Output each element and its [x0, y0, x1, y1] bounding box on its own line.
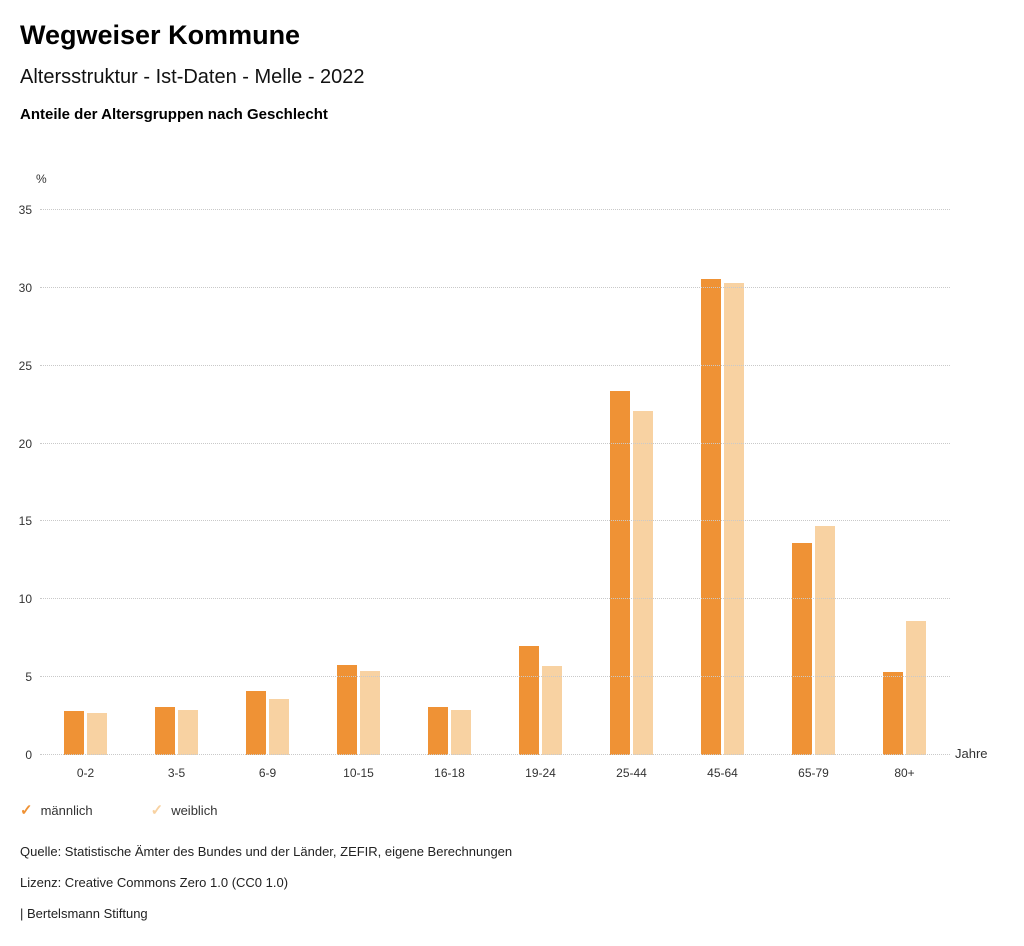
gridline-15 [40, 520, 950, 522]
x-axis-unit-label: Jahre [955, 746, 988, 761]
bar-männlich-19-24[interactable] [519, 646, 539, 755]
gridline-5 [40, 676, 950, 678]
bar-weiblich-0-2[interactable] [87, 712, 107, 755]
bar-männlich-80+[interactable] [883, 672, 903, 755]
bar-männlich-0-2[interactable] [64, 711, 84, 755]
x-tick-label-45-64: 45-64 [707, 766, 738, 780]
bar-weiblich-16-18[interactable] [451, 709, 471, 755]
legend-item-männlich[interactable]: ✓ männlich [20, 803, 93, 818]
bar-weiblich-80+[interactable] [906, 621, 926, 755]
x-tick-label-0-2: 0-2 [76, 766, 95, 780]
gridline-20 [40, 442, 950, 444]
x-tick-label-6-9: 6-9 [258, 766, 277, 780]
y-tick-label-30: 30 [18, 280, 32, 295]
legend-label: weiblich [171, 803, 218, 818]
bar-weiblich-45-64[interactable] [724, 283, 744, 755]
bar-weiblich-6-9[interactable] [269, 698, 289, 755]
bar-weiblich-65-79[interactable] [815, 526, 835, 755]
gridline-35 [40, 209, 950, 210]
y-axis-unit-label: % [36, 172, 47, 186]
page-title: Wegweiser Kommune [20, 20, 301, 50]
x-tick-label-25-44: 25-44 [616, 766, 647, 780]
bar-männlich-25-44[interactable] [610, 390, 630, 755]
bar-group-45-64 [677, 210, 768, 755]
y-tick-label-0: 0 [25, 748, 32, 762]
bar-männlich-10-15[interactable] [337, 664, 357, 755]
x-tick-label-65-79: 65-79 [798, 766, 829, 780]
y-tick-label-20: 20 [18, 436, 32, 451]
chart-heading: Anteile der Altersgruppen nach Geschlech… [20, 106, 328, 123]
y-tick-label-25: 25 [18, 358, 32, 373]
bar-weiblich-10-15[interactable] [360, 670, 380, 755]
bar-group-19-24 [495, 210, 586, 755]
source-text: Quelle: Statistische Ämter des Bundes un… [20, 844, 513, 859]
bar-männlich-16-18[interactable] [428, 706, 448, 755]
bar-group-16-18 [404, 210, 495, 755]
chart-subtitle: Altersstruktur - Ist-Daten - Melle - 202… [20, 66, 365, 88]
gridline-25 [40, 364, 950, 366]
legend-item-weiblich[interactable]: ✓ weiblich [151, 803, 218, 818]
bar-group-80+ [859, 210, 950, 755]
x-tick-label-16-18: 16-18 [434, 766, 465, 780]
y-tick-label-35: 35 [18, 203, 32, 217]
attribution-text: | Bertelsmann Stiftung [20, 906, 148, 921]
bar-männlich-6-9[interactable] [246, 691, 266, 755]
legend-label: männlich [40, 803, 93, 818]
bar-group-10-15 [313, 210, 404, 755]
bar-group-65-79 [768, 210, 859, 755]
plot-area [40, 209, 950, 755]
gridline-0 [40, 754, 950, 755]
checkmark-icon: ✓ [20, 802, 33, 819]
bar-group-3-5 [131, 210, 222, 755]
bar-groups [40, 210, 950, 755]
license-text: Lizenz: Creative Commons Zero 1.0 (CC0 1… [20, 875, 289, 890]
y-tick-label-10: 10 [18, 592, 32, 607]
bar-weiblich-25-44[interactable] [633, 410, 653, 755]
checkmark-icon: ✓ [150, 802, 164, 819]
gridline-30 [40, 286, 950, 288]
bar-group-25-44 [586, 210, 677, 755]
gridline-10 [40, 598, 950, 600]
y-tick-label-15: 15 [18, 514, 32, 529]
bar-weiblich-19-24[interactable] [542, 666, 562, 755]
x-tick-label-3-5: 3-5 [167, 766, 186, 780]
bar-männlich-45-64[interactable] [701, 278, 721, 755]
bar-group-0-2 [40, 210, 131, 755]
x-tick-label-10-15: 10-15 [343, 766, 374, 780]
bar-group-6-9 [222, 210, 313, 755]
x-tick-label-19-24: 19-24 [525, 766, 556, 780]
y-tick-label-5: 5 [25, 670, 32, 685]
x-axis-labels: 0-2 3-5 6-9 10-15 16-18 19-24 25-44 45-64 65-79 8… [40, 766, 950, 780]
bar-männlich-3-5[interactable] [155, 706, 175, 755]
bar-weiblich-3-5[interactable] [178, 709, 198, 755]
x-tick-label-80+: 80+ [894, 766, 915, 780]
y-axis: 0 5 10 15 20 25 30 35 [0, 203, 34, 762]
bar-männlich-65-79[interactable] [792, 543, 812, 755]
legend: ✓ männlich ✓ weiblich [20, 803, 217, 818]
